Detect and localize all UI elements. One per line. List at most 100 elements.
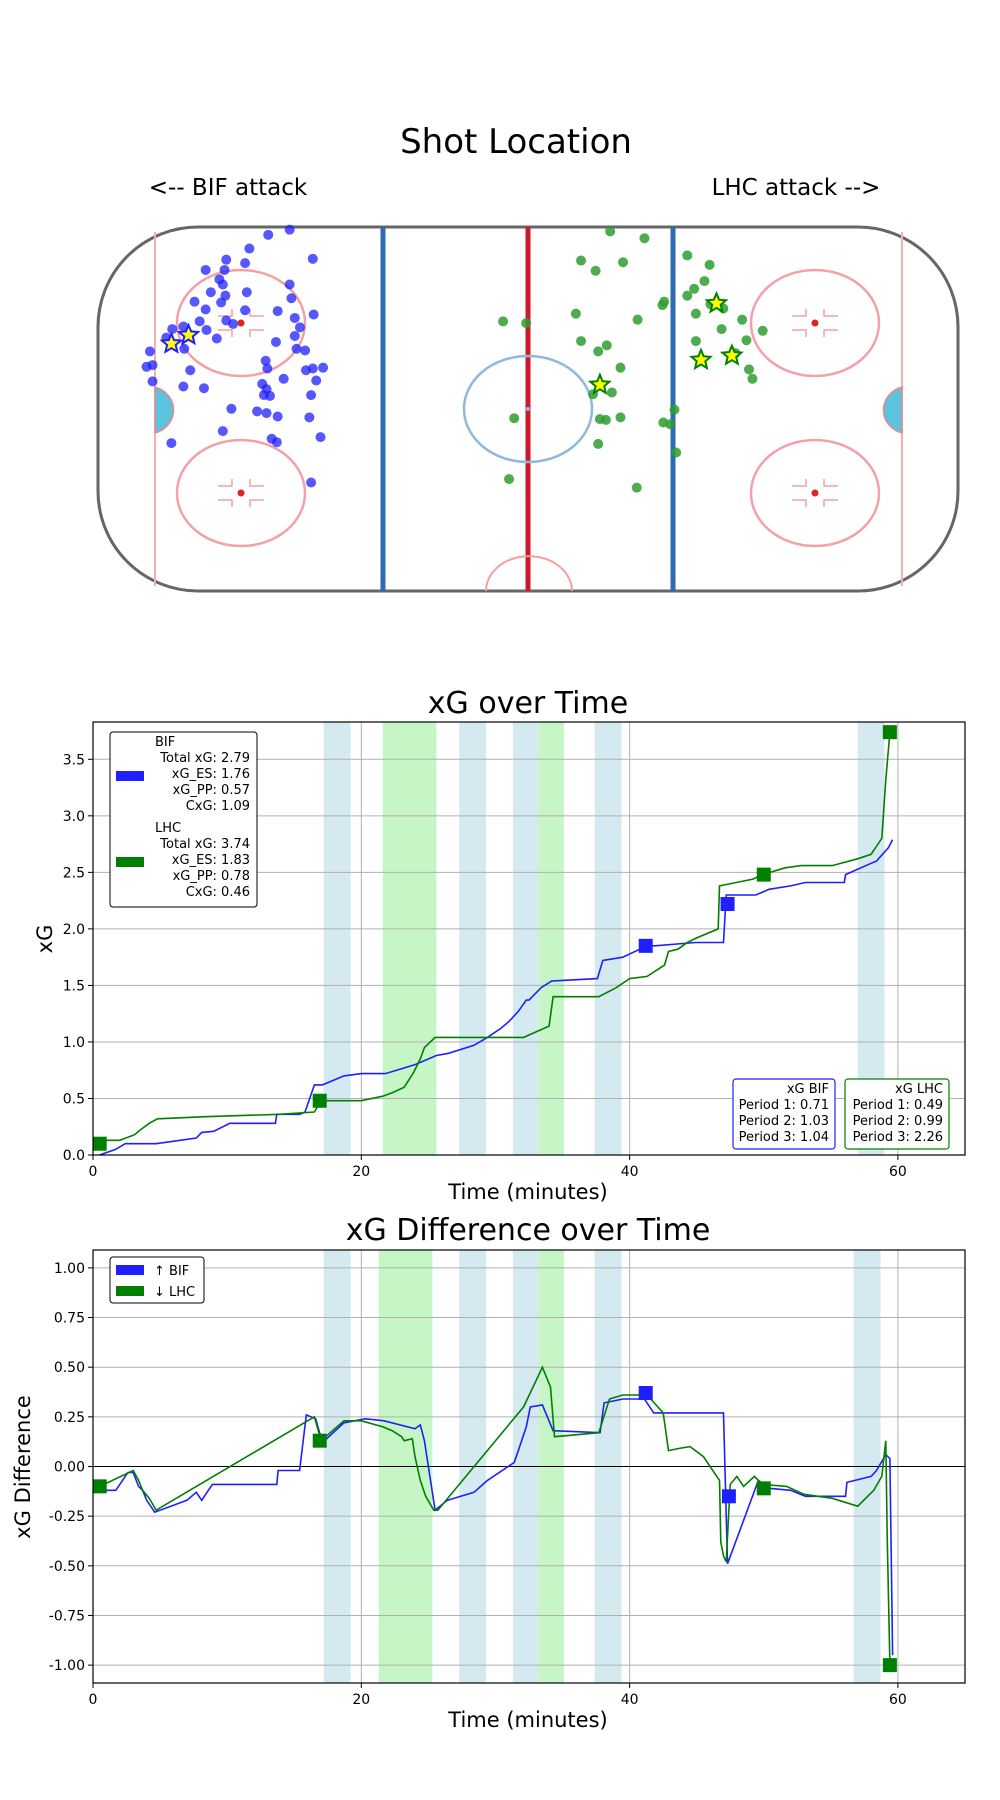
lhc-shot-marker bbox=[682, 250, 693, 261]
referee-crease bbox=[485, 555, 573, 592]
lhc-series-line bbox=[99, 732, 891, 1142]
penalty-band bbox=[459, 722, 487, 1155]
chart1-legend: BIF Total xG: 2.79 xG_ES: 1.76 xG_PP: 0.… bbox=[109, 731, 258, 908]
y-tick-label: -0.25 bbox=[49, 1509, 85, 1525]
bif-goal-marker bbox=[720, 897, 735, 912]
bif-shot-marker bbox=[221, 254, 232, 265]
bif-shot-marker bbox=[284, 279, 295, 290]
bif-shot-marker bbox=[167, 324, 178, 335]
lhc-goal-star-icon bbox=[704, 290, 729, 314]
bif-shot-marker bbox=[300, 345, 311, 356]
bif-shot-marker bbox=[219, 264, 230, 275]
bif-shot-marker bbox=[214, 274, 225, 285]
y-tick-label: -0.75 bbox=[49, 1608, 85, 1624]
legend2-lhc-swatch bbox=[116, 1286, 144, 1296]
faceoff-circle-left-top bbox=[175, 268, 307, 378]
x-tick-label: 0 bbox=[89, 1164, 98, 1180]
bif-attack-label: <-- BIF attack bbox=[149, 175, 308, 201]
y-tick-label: 1.5 bbox=[63, 978, 85, 994]
bif-shot-marker bbox=[260, 355, 271, 366]
bif-goal-star-icon bbox=[176, 322, 201, 346]
lhc-goal-marker bbox=[882, 1658, 897, 1673]
faceoff-circle-right-top bbox=[749, 268, 881, 378]
lhc-goal-marker bbox=[92, 1479, 107, 1494]
legend2-bif-swatch bbox=[116, 1265, 144, 1275]
legend-lhc-cxg: CxG: 0.46 bbox=[186, 885, 250, 900]
lhc-shot-marker bbox=[570, 308, 581, 319]
x-tick-label: 20 bbox=[352, 1692, 370, 1708]
bif-goal-marker bbox=[638, 938, 653, 953]
bif-shot-marker bbox=[306, 477, 317, 488]
lhc-shot-marker bbox=[716, 324, 727, 335]
lhc-goal-marker bbox=[92, 1136, 107, 1151]
lhc-goal-star-icon bbox=[587, 372, 612, 396]
chart1-series bbox=[92, 725, 897, 1156]
lhc-shot-marker bbox=[671, 447, 682, 458]
bif-shot-marker bbox=[270, 336, 281, 347]
lhc-shot-marker bbox=[639, 233, 650, 244]
x-tick-label: 0 bbox=[89, 1692, 98, 1708]
bif-shot-marker bbox=[178, 381, 189, 392]
bif-shot-marker bbox=[306, 390, 317, 401]
lhc-shot-marker bbox=[606, 387, 617, 398]
legend2-lhc-label: ↓ LHC bbox=[154, 1285, 195, 1300]
y-tick-label: 3.0 bbox=[63, 809, 85, 825]
chart1-penalty-bands bbox=[323, 722, 885, 1155]
penalty-band bbox=[382, 722, 437, 1155]
bif-shot-marker bbox=[291, 343, 302, 354]
bif-shot-marker bbox=[179, 343, 190, 354]
lhc-shot-marker bbox=[631, 482, 642, 493]
lhc-goal-marker bbox=[882, 725, 897, 740]
center-faceoff-dot bbox=[526, 407, 530, 411]
period-box-lhc bbox=[844, 1078, 950, 1150]
bif-shot-marker bbox=[228, 318, 239, 329]
bif-shot-marker bbox=[240, 305, 251, 316]
bif-shot-marker bbox=[261, 408, 272, 419]
bif-shot-marker bbox=[315, 432, 326, 443]
legend2-bif-label: ↑ BIF bbox=[154, 1264, 189, 1279]
lhc-shot-marker bbox=[615, 362, 626, 373]
lhc-shot-marker bbox=[669, 404, 680, 415]
bif-shot-marker bbox=[205, 287, 216, 298]
bif-shot-marker bbox=[240, 258, 251, 269]
lhc-shot-marker bbox=[498, 316, 509, 327]
lhc-shot-marker bbox=[521, 318, 532, 329]
legend-bif-es: xG_ES: 1.76 bbox=[172, 767, 250, 782]
bif-shot-marker bbox=[244, 243, 255, 254]
rink-title: Shot Location bbox=[400, 122, 632, 162]
y-tick-label: 0.75 bbox=[54, 1311, 85, 1327]
lhc-shot-marker bbox=[689, 283, 700, 294]
penalty-band bbox=[323, 722, 351, 1155]
lhc-shot-marker bbox=[504, 474, 515, 485]
bif-shot-marker bbox=[272, 411, 283, 422]
bif-shot-marker bbox=[147, 360, 158, 371]
lhc-shot-marker bbox=[741, 335, 752, 346]
period-bif-p2: Period 2: 1.03 bbox=[739, 1114, 829, 1129]
y-tick-label: 0.50 bbox=[54, 1360, 85, 1376]
y-tick-label: 0.0 bbox=[63, 1148, 85, 1164]
bif-shot-marker bbox=[289, 330, 300, 341]
chart2-series bbox=[92, 1365, 897, 1673]
lhc-shot-marker bbox=[605, 226, 616, 237]
chart1-ticks: 0 20 40 60 0.0 0.5 1.0 1.5 2.0 2.5 3.0 3.5 bbox=[63, 752, 907, 1180]
period-xg-boxes: xG BIF Period 1: 0.71 Period 2: 1.03 Per… bbox=[732, 1078, 950, 1150]
lhc-shot-marker bbox=[576, 336, 587, 347]
x-tick-label: 20 bbox=[352, 1164, 370, 1180]
lhc-shot-marker bbox=[690, 308, 701, 319]
lhc-shot-marker bbox=[737, 314, 748, 325]
goal-crease-left bbox=[154, 386, 175, 434]
period-lhc-p1: Period 1: 0.49 bbox=[853, 1098, 943, 1113]
bif-goal-marker bbox=[721, 1489, 736, 1504]
faceoff-circle-right-bottom bbox=[749, 438, 881, 548]
chart2-ticks: 0 20 40 60 1.00 0.75 0.50 0.25 0.00 -0.25 -0.50 -0.… bbox=[49, 1261, 907, 1708]
bif-shot-marker bbox=[284, 224, 295, 235]
lhc-shot-marker bbox=[618, 257, 629, 268]
chart2-legend: ↑ BIF ↓ LHC bbox=[109, 1256, 205, 1304]
bif-shot-marker bbox=[200, 304, 211, 315]
bif-shot-marker bbox=[304, 412, 315, 423]
bif-shot-marker bbox=[272, 306, 283, 317]
lhc-attack-label: LHC attack --> bbox=[712, 175, 881, 201]
lhc-shot-marker bbox=[747, 373, 758, 384]
lhc-series-line bbox=[99, 1365, 891, 1666]
